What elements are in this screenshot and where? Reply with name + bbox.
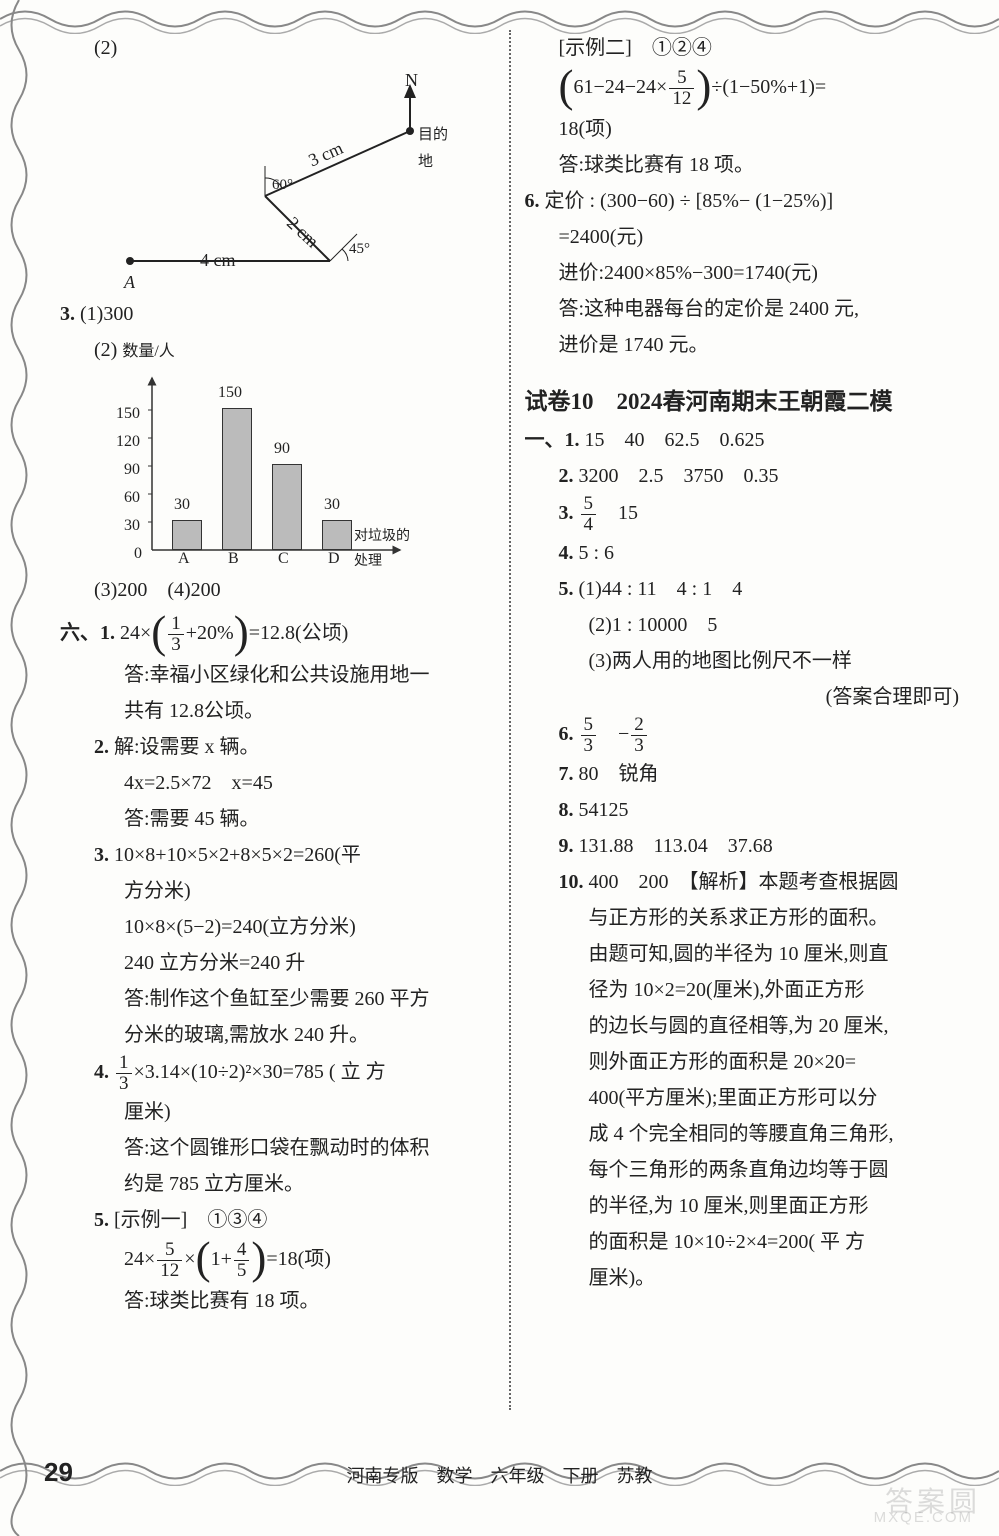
q3-num: 3.: [60, 303, 75, 325]
watermark-sub: MXQE.COM: [874, 1509, 973, 1526]
bar-chart: 0 30 60 90 120 150 30 150 90 30 A B C D …: [110, 372, 410, 572]
chart-ytitle: 数量/人: [122, 343, 174, 360]
column-divider: [509, 30, 511, 1410]
wavy-border-left: [4, 0, 34, 1536]
diagram-N: N: [405, 64, 418, 96]
diagram-4cm: 4 cm: [200, 244, 236, 276]
geometry-diagram: N 目的地 A 4 cm 2 cm 3 cm 60° 45°: [90, 66, 450, 296]
q3-p1: (1)300: [80, 303, 133, 325]
footer-text: 河南专版 数学 六年级 下册 苏教: [0, 1462, 999, 1488]
bar-C: [272, 464, 302, 550]
paper10-title: 试卷10 2024春河南期末王朝霞二模: [525, 381, 960, 422]
q3-p3: (3)200 (4)200: [60, 572, 495, 608]
example2-head: [示例二] ①②④: [525, 30, 960, 66]
diagram-60: 60°: [272, 172, 293, 199]
q6-1-head: 六、1.: [60, 622, 115, 644]
diagram-45: 45°: [349, 236, 370, 263]
diagram-A: A: [124, 266, 135, 298]
right-column: [示例二] ①②④ (61−24−24×512)÷(1−50%+1)= 18(项…: [525, 30, 960, 1410]
diagram-dest: 目的地: [418, 122, 450, 176]
wavy-border-top: [0, 4, 999, 34]
q2-label: (2): [60, 30, 495, 66]
left-column: (2): [60, 30, 495, 1410]
chart-xtitle: 对垃圾的处理: [354, 524, 410, 574]
diagram-svg: [90, 66, 450, 296]
bar-B: [222, 408, 252, 550]
q3-p2: (2): [94, 339, 117, 361]
